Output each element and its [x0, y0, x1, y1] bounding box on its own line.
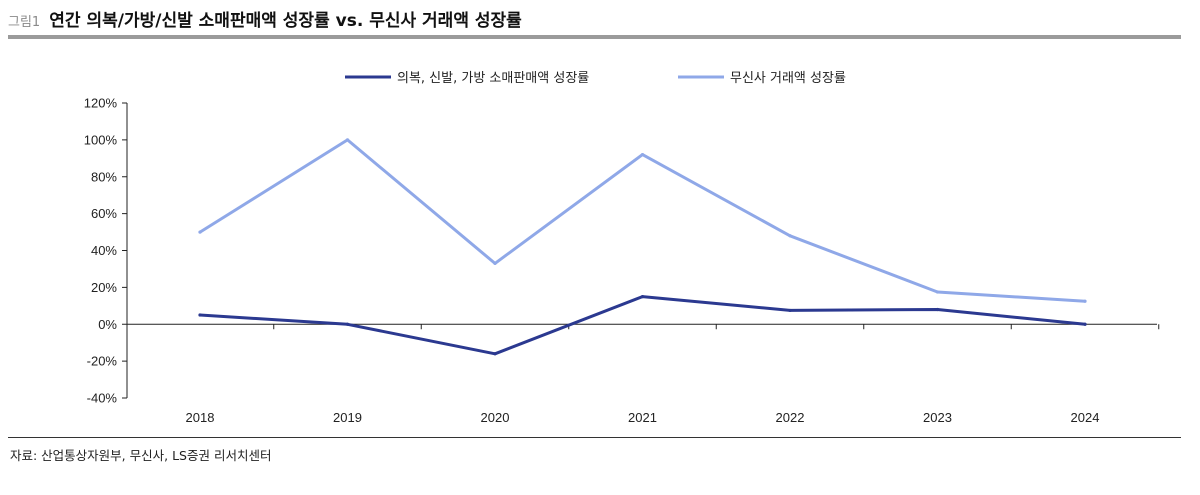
- bottom-divider: [8, 437, 1181, 438]
- x-tick-label: 2018: [186, 410, 215, 425]
- y-axis: 120% 100% 80% 60% 40% 20% 0% -20% -40%: [84, 96, 128, 406]
- legend: 의복, 신발, 가방 소매판매액 성장률 무신사 거래액 성장률: [345, 71, 846, 86]
- data-point: [788, 234, 792, 238]
- data-point: [198, 313, 202, 317]
- y-tick-label: 100%: [84, 132, 118, 147]
- figure-number: 그림1: [8, 15, 41, 30]
- figure-title-row: 그림1 연간 의복/가방/신발 소매판매액 성장률 vs. 무신사 거래액 성장…: [8, 6, 1188, 34]
- x-tick-label: 2021: [628, 410, 657, 425]
- data-point: [1083, 322, 1087, 326]
- y-tick-label: 60%: [91, 206, 117, 221]
- data-point: [198, 230, 202, 234]
- legend-label: 무신사 거래액 성장률: [730, 71, 846, 86]
- y-tick-label: 40%: [91, 243, 117, 258]
- legend-label: 의복, 신발, 가방 소매판매액 성장률: [397, 71, 589, 86]
- data-point: [345, 322, 350, 326]
- data-point: [935, 290, 940, 294]
- y-tick-label: -20%: [87, 354, 118, 369]
- chart-title: 연간 의복/가방/신발 소매판매액 성장률 vs. 무신사 거래액 성장률: [49, 11, 522, 31]
- title-divider: [8, 35, 1181, 39]
- source-note: 자료: 산업통상자원부, 무신사, LS증권 리서치센터: [10, 448, 272, 463]
- data-point: [493, 261, 497, 266]
- series-line: [198, 295, 1087, 356]
- y-tick-label: 80%: [91, 169, 117, 184]
- x-tick-label: 2023: [923, 410, 952, 425]
- line-chart: 의복, 신발, 가방 소매판매액 성장률 무신사 거래액 성장률 120% 100%…: [84, 71, 1160, 425]
- data-point: [345, 138, 350, 142]
- data-point: [640, 153, 645, 157]
- data-point: [935, 307, 940, 312]
- y-tick-label: 120%: [84, 96, 118, 111]
- series-layer: [198, 138, 1087, 356]
- y-tick-label: 20%: [91, 280, 117, 295]
- y-tick-label: -40%: [87, 391, 118, 406]
- data-point: [788, 308, 792, 313]
- x-tick-label: 2019: [333, 410, 362, 425]
- data-point: [1083, 299, 1087, 303]
- x-axis: 2018 2019 2020 2021 2022 2023 2024: [126, 323, 1160, 425]
- series-line: [198, 138, 1087, 303]
- y-tick-label: 0%: [98, 317, 117, 332]
- x-tick-label: 2020: [481, 410, 510, 425]
- x-tick-label: 2022: [776, 410, 805, 425]
- data-point: [640, 294, 645, 299]
- data-point: [493, 352, 497, 356]
- x-tick-label: 2024: [1071, 410, 1100, 425]
